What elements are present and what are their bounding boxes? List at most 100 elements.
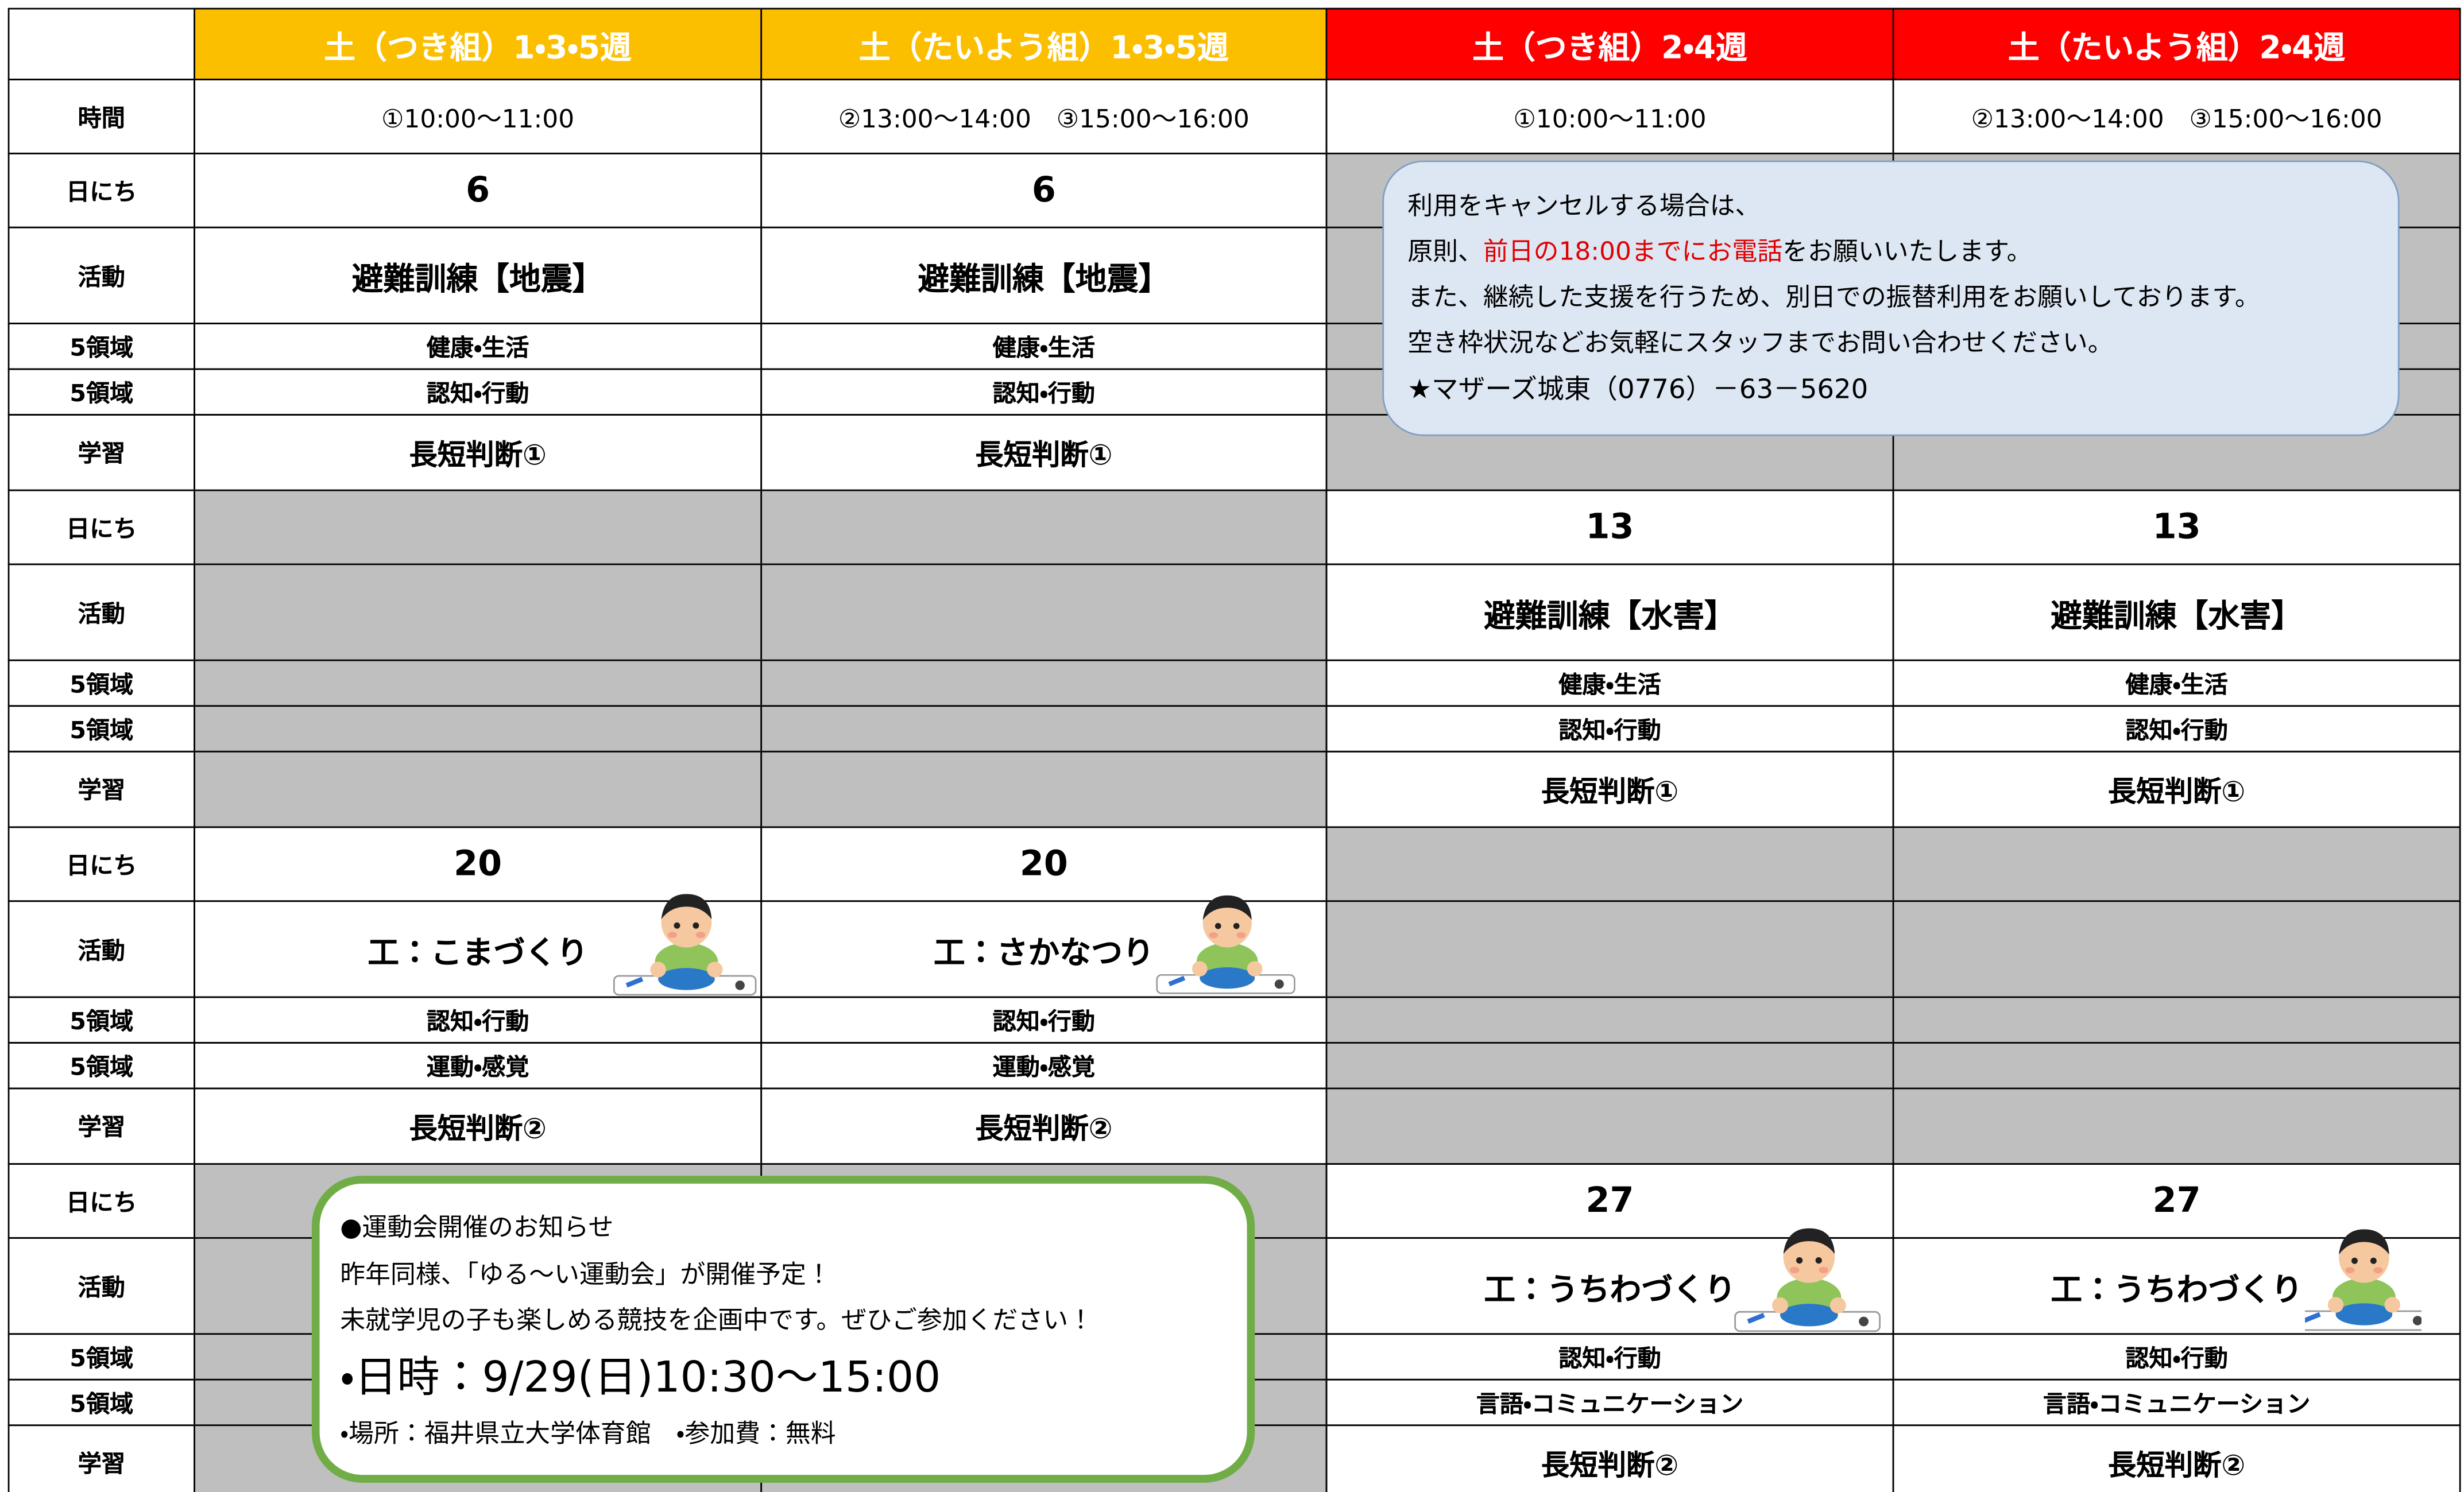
row-label: 活動 bbox=[7, 900, 195, 998]
schedule-cell: 13 bbox=[1892, 489, 2461, 565]
row-label: 日にち bbox=[7, 489, 195, 565]
empty-cell bbox=[1892, 996, 2461, 1044]
row-label: 日にち bbox=[7, 1163, 195, 1239]
row-label: 活動 bbox=[7, 1237, 195, 1335]
event-line: 未就学児の子も楽しめる競技を企画中です。ぜひご参加ください！ bbox=[340, 1304, 1093, 1335]
schedule-cell: 避難訓練【地震】 bbox=[760, 226, 1328, 324]
event-notice: ●運動会開催のお知らせ 昨年同様、「ゆる～い運動会」が開催予定！ 未就学児の子も… bbox=[311, 1176, 1255, 1483]
column-header: 土（たいよう組）2・4週 bbox=[1892, 7, 2461, 80]
schedule-cell: 20 bbox=[194, 826, 763, 902]
child-illustration bbox=[1154, 889, 1299, 996]
row-label: 学習 bbox=[7, 750, 195, 828]
row-label: 時間 bbox=[7, 79, 195, 154]
notice-line: 原則、前日の18:00までにお電話をお願いいたします。 bbox=[1407, 230, 2032, 268]
empty-cell bbox=[194, 705, 763, 753]
schedule-cell: 健康・生活 bbox=[760, 323, 1328, 370]
row-label: 活動 bbox=[7, 563, 195, 661]
schedule-cell: 認知・行動 bbox=[760, 996, 1328, 1044]
schedule-cell: 長短判断① bbox=[1892, 750, 2461, 828]
row-label: 5領域 bbox=[7, 996, 195, 1044]
event-title: ●運動会開催のお知らせ bbox=[340, 1212, 614, 1242]
column-header: 土（たいよう組）1・3・5週 bbox=[760, 7, 1328, 80]
event-line: 昨年同様、「ゆる～い運動会」が開催予定！ bbox=[340, 1259, 831, 1289]
empty-cell bbox=[1325, 996, 1894, 1044]
schedule-cell: 長短判断② bbox=[1325, 1424, 1894, 1492]
schedule-cell: 認知・行動 bbox=[194, 996, 763, 1044]
time-cell: ②13:00～14:00 ③15:00～16:00 bbox=[1892, 79, 2461, 154]
schedule-cell: 避難訓練【水害】 bbox=[1892, 563, 2461, 661]
row-label: 5領域 bbox=[7, 705, 195, 753]
row-label: 日にち bbox=[7, 152, 195, 228]
event-datetime: ・日時：9/29(日)10:30～15:00 bbox=[340, 1353, 941, 1402]
schedule-cell: 運動・感覚 bbox=[760, 1042, 1328, 1090]
empty-cell bbox=[760, 659, 1328, 707]
notice-text: 原則、 bbox=[1407, 236, 1483, 266]
cancel-notice: 利用をキャンセルする場合は、 原則、前日の18:00までにお電話をお願いいたしま… bbox=[1382, 160, 2400, 436]
schedule-cell: 長短判断② bbox=[1892, 1424, 2461, 1492]
schedule-cell: 避難訓練【水害】 bbox=[1325, 563, 1894, 661]
schedule-cell: 認知・行動 bbox=[760, 368, 1328, 416]
corner-cell bbox=[7, 7, 195, 80]
schedule-cell: 認知・行動 bbox=[1892, 1333, 2461, 1381]
empty-cell bbox=[1892, 900, 2461, 998]
row-label: 活動 bbox=[7, 226, 195, 324]
schedule-cell: 運動・感覚 bbox=[194, 1042, 763, 1090]
schedule-cell: 認知・行動 bbox=[1892, 705, 2461, 753]
schedule-cell: 長短判断② bbox=[194, 1087, 763, 1165]
row-label: 5領域 bbox=[7, 323, 195, 370]
notice-line: 空き枠状況などお気軽にスタッフまでお問い合わせください。 bbox=[1407, 327, 2113, 358]
row-label: 5領域 bbox=[7, 1333, 195, 1381]
schedule-cell: 6 bbox=[760, 152, 1328, 228]
row-label: 5領域 bbox=[7, 1042, 195, 1090]
row-label: 学習 bbox=[7, 1424, 195, 1492]
schedule-cell: 6 bbox=[194, 152, 763, 228]
schedule-cell: 認知・行動 bbox=[1325, 705, 1894, 753]
empty-cell bbox=[1325, 826, 1894, 902]
schedule-cell: 健康・生活 bbox=[1325, 659, 1894, 707]
schedule-cell: 認知・行動 bbox=[194, 368, 763, 416]
empty-cell bbox=[1325, 1042, 1894, 1090]
row-label: 学習 bbox=[7, 1087, 195, 1165]
notice-text: をお願いいたします。 bbox=[1782, 236, 2032, 266]
row-label: 5領域 bbox=[7, 368, 195, 416]
child-illustration bbox=[2305, 1223, 2422, 1333]
column-header: 土（つき組）1・3・5週 bbox=[194, 7, 763, 80]
row-label: 日にち bbox=[7, 826, 195, 902]
notice-line: 利用をキャンセルする場合は、 bbox=[1407, 190, 1761, 220]
row-label: 5領域 bbox=[7, 659, 195, 707]
schedule-cell: 長短判断① bbox=[194, 414, 763, 491]
empty-cell bbox=[1892, 1087, 2461, 1165]
row-label: 学習 bbox=[7, 414, 195, 491]
notice-line: ★マザーズ城東（0776）－63－5620 bbox=[1407, 374, 1869, 406]
empty-cell bbox=[760, 750, 1328, 828]
schedule-cell: 避難訓練【地震】 bbox=[194, 226, 763, 324]
schedule-cell: 長短判断② bbox=[760, 1087, 1328, 1165]
empty-cell bbox=[760, 489, 1328, 565]
empty-cell bbox=[1325, 900, 1894, 998]
schedule-cell: 13 bbox=[1325, 489, 1894, 565]
child-illustration bbox=[1732, 1223, 1885, 1333]
schedule-cell: 長短判断① bbox=[1325, 750, 1894, 828]
empty-cell bbox=[1892, 826, 2461, 902]
child-illustration bbox=[611, 889, 760, 996]
schedule-cell: 言語・コミュニケーション bbox=[1325, 1378, 1894, 1427]
schedule-cell: 言語・コミュニケーション bbox=[1892, 1378, 2461, 1427]
empty-cell bbox=[194, 563, 763, 661]
empty-cell bbox=[760, 705, 1328, 753]
empty-cell bbox=[194, 659, 763, 707]
time-cell: ①10:00～11:00 bbox=[194, 79, 763, 154]
schedule-cell: 長短判断① bbox=[760, 414, 1328, 491]
empty-cell bbox=[1325, 1087, 1894, 1165]
empty-cell bbox=[1892, 1042, 2461, 1090]
column-header: 土（つき組）2・4週 bbox=[1325, 7, 1894, 80]
notice-highlight: 前日の18:00までにお電話 bbox=[1483, 236, 1783, 266]
empty-cell bbox=[194, 750, 763, 828]
notice-line: また、継続した支援を行うため、別日での振替利用をお願いしております。 bbox=[1407, 281, 2260, 312]
time-cell: ②13:00～14:00 ③15:00～16:00 bbox=[760, 79, 1328, 154]
empty-cell bbox=[194, 489, 763, 565]
schedule-cell: 健康・生活 bbox=[194, 323, 763, 370]
empty-cell bbox=[760, 563, 1328, 661]
time-cell: ①10:00～11:00 bbox=[1325, 79, 1894, 154]
